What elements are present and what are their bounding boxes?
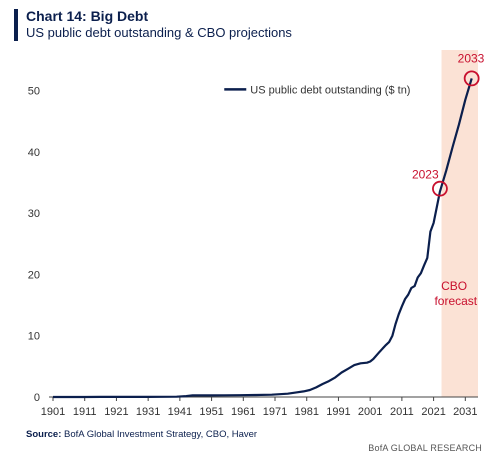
- y-tick-label: 0: [34, 392, 40, 404]
- x-tick-label: 2021: [421, 406, 445, 418]
- annotation-label-2033: 2033: [458, 51, 485, 65]
- annotation-circle-2023: [432, 180, 448, 197]
- x-axis-ticks: 1901 1911 1921 1931 1941 1951 1961 1971 1981 1991…: [41, 397, 478, 418]
- x-tick-label: 1901: [41, 406, 65, 418]
- y-tick-label: 30: [28, 208, 40, 220]
- x-tick-label: 2001: [358, 406, 382, 418]
- chart-title: Chart 14: Big Debt: [26, 8, 149, 24]
- x-tick-label: 2031: [453, 406, 477, 418]
- annotation-circle-2033: [463, 70, 480, 87]
- annotation-cbo-forecast: CBO forecast: [434, 279, 477, 308]
- y-tick-label: 10: [28, 331, 40, 343]
- x-tick-label: 1961: [231, 406, 255, 418]
- source-text: BofA Global Investment Strategy, CBO, Ha…: [64, 429, 258, 440]
- y-axis-ticks: 0 10 20 30 40 50: [28, 86, 40, 404]
- source-note: Source: BofA Global Investment Strategy,…: [26, 429, 257, 440]
- x-tick-label: 1951: [199, 406, 223, 418]
- x-tick-label: 1931: [136, 406, 160, 418]
- x-tick-label: 1911: [73, 406, 97, 418]
- legend-label: US public debt outstanding ($ tn): [250, 84, 410, 96]
- brand-footer: BofA GLOBAL RESEARCH: [368, 443, 482, 453]
- annotation-label-2023: 2023: [412, 168, 439, 182]
- annotation-cbo-line2: forecast: [434, 294, 477, 308]
- chart-subtitle: US public debt outstanding & CBO project…: [26, 25, 292, 40]
- title-accent-bar: [14, 9, 18, 41]
- annotation-cbo-line1: CBO: [441, 279, 467, 293]
- y-tick-label: 40: [28, 147, 40, 159]
- x-tick-label: 1981: [294, 406, 318, 418]
- x-tick-label: 1971: [263, 406, 287, 418]
- x-tick-label: 1941: [168, 406, 192, 418]
- y-tick-label: 20: [28, 269, 40, 281]
- forecast-band: [441, 50, 478, 397]
- y-tick-label: 50: [28, 86, 40, 98]
- x-tick-label: 1991: [326, 406, 350, 418]
- source-label: Source:: [26, 429, 62, 440]
- x-tick-label: 1921: [104, 406, 128, 418]
- x-tick-label: 2011: [390, 406, 414, 418]
- series-line-us-public-debt: [53, 78, 473, 399]
